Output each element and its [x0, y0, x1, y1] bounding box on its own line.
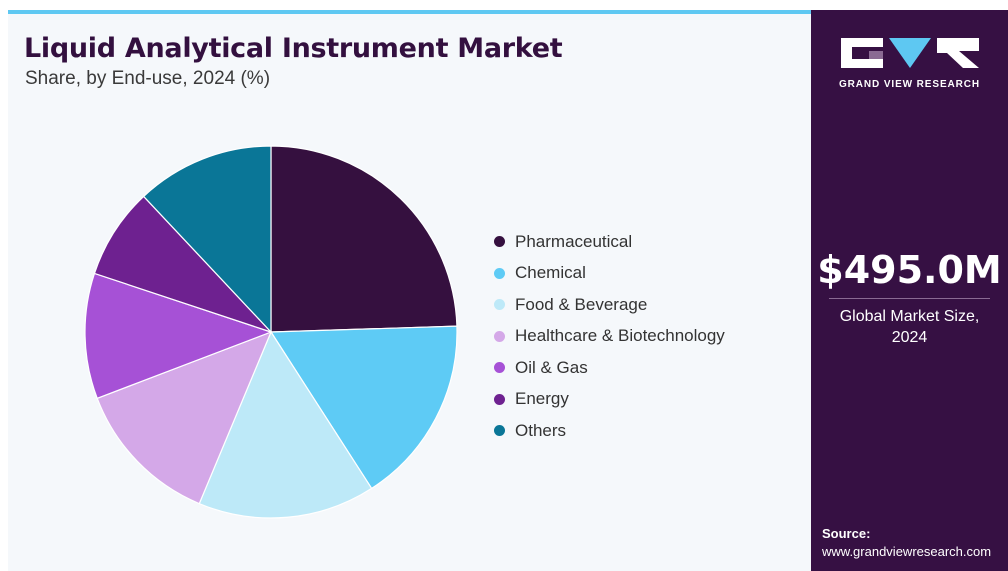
- legend-swatch: [494, 299, 505, 311]
- pie-slice-energy: [93, 195, 272, 333]
- legend-item: Food & Beverage: [494, 289, 725, 321]
- legend-swatch: [494, 236, 505, 248]
- grand-view-research-logo-icon: [841, 38, 979, 68]
- legend-swatch: [494, 267, 505, 279]
- legend-item: Chemical: [494, 258, 725, 290]
- pie-slice-others: [142, 145, 272, 334]
- chart-title: Liquid Analytical Instrument Market: [24, 33, 563, 64]
- market-size-caption: Global Market Size, 2024: [811, 306, 1008, 348]
- legend-label: Oil & Gas: [515, 357, 588, 377]
- legend: Pharmaceutical Chemical Food & Beverage …: [494, 226, 725, 447]
- market-size-caption-line: 2024: [891, 329, 928, 346]
- legend-label: Others: [515, 420, 567, 440]
- market-size-sidebar: GRAND VIEW RESEARCH $495.0M Global Marke…: [811, 10, 1008, 571]
- legend-item: Others: [494, 415, 725, 447]
- legend-swatch: [494, 330, 505, 342]
- brand-name: GRAND VIEW RESEARCH: [839, 79, 980, 90]
- legend-item: Oil & Gas: [494, 352, 725, 384]
- pie-slice-oil-gas: [84, 272, 273, 400]
- legend-swatch: [494, 393, 505, 405]
- pie-slice-pharmaceutical: [270, 145, 458, 333]
- pie-chart: [84, 145, 458, 519]
- legend-label: Food & Beverage: [515, 294, 648, 314]
- legend-label: Healthcare & Biotechnology: [515, 326, 725, 346]
- legend-label: Energy: [515, 389, 569, 409]
- legend-item: Energy: [494, 384, 725, 416]
- legend-swatch: [494, 362, 505, 374]
- legend-label: Chemical: [515, 263, 586, 283]
- top-accent-rule: [8, 10, 811, 14]
- source-url[interactable]: www.grandviewresearch.com: [822, 544, 992, 559]
- legend-swatch: [494, 425, 505, 437]
- pie-slice-healthcare-biotechnology: [96, 330, 273, 505]
- market-size-value: $495.0M: [817, 248, 1002, 292]
- chart-subtitle: Share, by End-use, 2024 (%): [25, 68, 271, 89]
- pie-slice-food-beverage: [198, 330, 373, 519]
- legend-item: Pharmaceutical: [494, 226, 725, 258]
- legend-item: Healthcare & Biotechnology: [494, 321, 725, 353]
- market-size-caption-line: Global Market Size,: [839, 308, 980, 325]
- sidebar-divider: [829, 298, 990, 299]
- legend-label: Pharmaceutical: [515, 231, 633, 251]
- pie-slice-chemical: [269, 325, 458, 490]
- source-label: Source:: [822, 526, 871, 541]
